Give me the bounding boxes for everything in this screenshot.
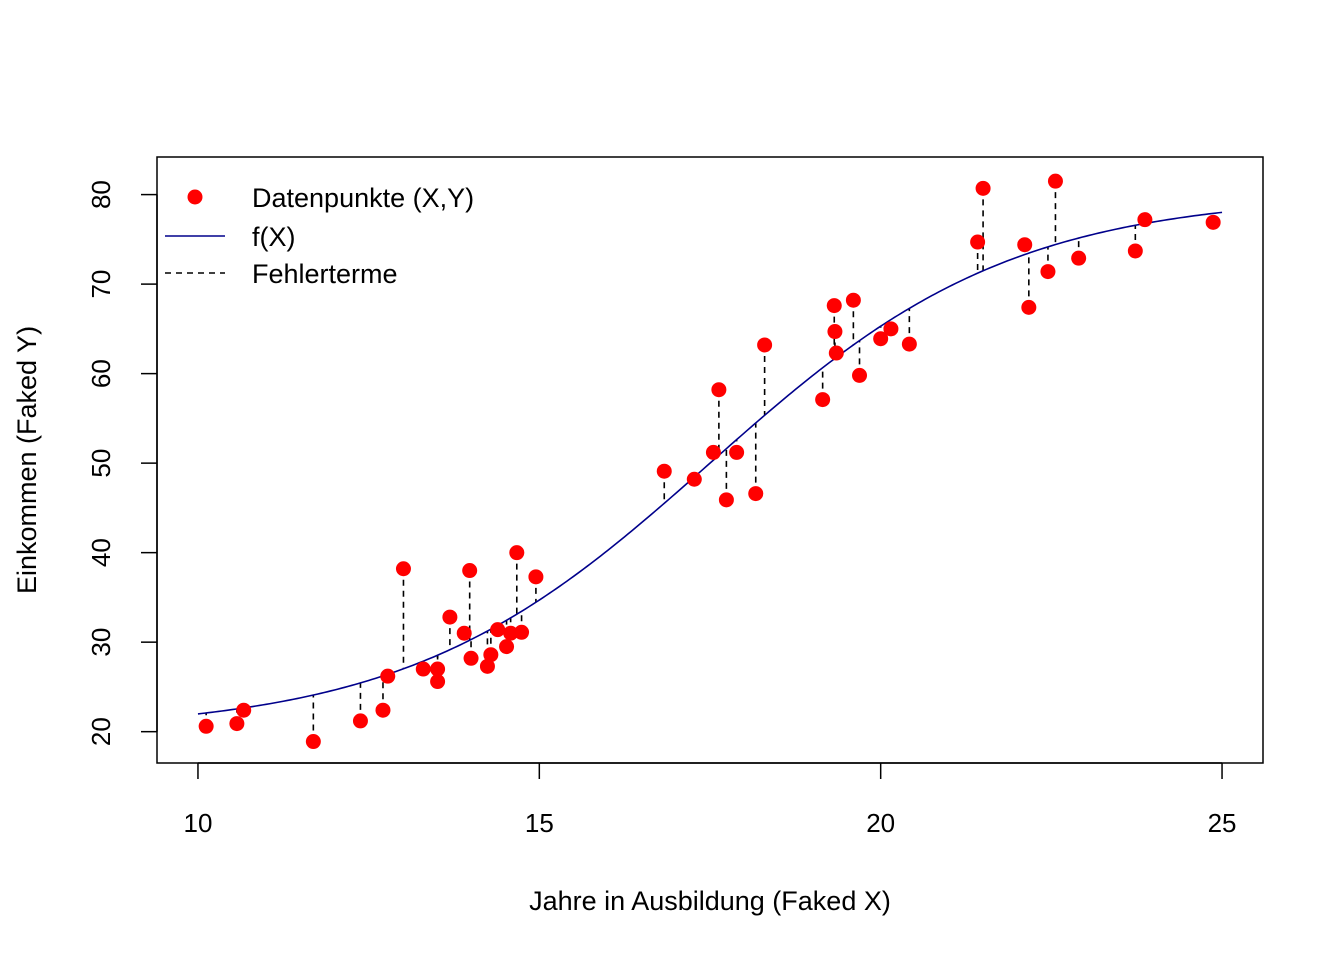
data-point <box>352 713 368 729</box>
plot-frame <box>156 156 1264 764</box>
data-point <box>463 650 479 666</box>
x-tick-label: 10 <box>184 808 213 838</box>
legend-point-key <box>187 189 203 205</box>
data-point <box>828 345 844 361</box>
legend-label: Fehlerterme <box>252 259 398 289</box>
data-point <box>873 331 889 347</box>
data-point <box>1017 237 1033 253</box>
y-tick-label: 20 <box>86 717 116 746</box>
y-tick-label: 40 <box>86 538 116 567</box>
data-point <box>528 569 544 585</box>
data-point <box>456 625 472 641</box>
data-point <box>198 718 214 734</box>
data-point <box>711 382 727 398</box>
data-point <box>852 367 868 383</box>
data-point <box>380 668 396 684</box>
data-point <box>845 292 861 308</box>
data-point <box>395 561 411 577</box>
legend-label: Datenpunkte (X,Y) <box>252 183 474 213</box>
data-point <box>757 337 773 353</box>
data-point <box>883 321 899 337</box>
data-point <box>415 661 431 677</box>
data-point <box>718 492 734 508</box>
data-point <box>229 716 245 732</box>
data-point <box>705 444 721 460</box>
fit-curve <box>197 211 1223 715</box>
data-point <box>509 545 525 561</box>
data-point <box>1137 212 1153 228</box>
data-point <box>1021 299 1037 315</box>
y-tick-label: 30 <box>86 628 116 657</box>
x-axis-title: Jahre in Ausbildung (Faked X) <box>529 886 891 916</box>
data-point <box>503 625 519 641</box>
data-point <box>375 702 391 718</box>
data-point <box>1205 214 1221 230</box>
data-point <box>442 609 458 625</box>
y-axis: 20 30 40 50 60 70 80 <box>86 180 158 746</box>
data-point <box>748 486 764 502</box>
data-point <box>430 661 446 677</box>
data-point <box>970 234 986 250</box>
x-tick-label: 20 <box>866 808 895 838</box>
data-point <box>499 639 515 655</box>
data-point <box>901 336 917 352</box>
data-point <box>490 622 506 638</box>
y-tick-label: 80 <box>86 180 116 209</box>
data-points <box>198 173 1221 750</box>
data-point <box>479 658 495 674</box>
data-point <box>815 392 831 408</box>
data-point <box>430 674 446 690</box>
data-point <box>686 471 702 487</box>
y-tick-label: 70 <box>86 270 116 299</box>
data-point <box>1071 250 1087 266</box>
x-axis: 10 15 20 25 <box>184 762 1237 838</box>
data-point <box>1127 243 1143 259</box>
data-point <box>827 324 843 340</box>
x-tick-label: 25 <box>1208 808 1237 838</box>
data-point <box>826 298 842 314</box>
legend: Datenpunkte (X,Y) f(X) Fehlerterme <box>165 183 474 289</box>
data-point <box>305 734 321 750</box>
data-point <box>975 180 991 196</box>
data-point <box>1040 264 1056 280</box>
data-point <box>656 463 672 479</box>
data-point <box>514 624 530 640</box>
data-point <box>462 563 478 579</box>
legend-label: f(X) <box>252 222 296 252</box>
y-tick-label: 50 <box>86 449 116 478</box>
data-point <box>1047 173 1063 189</box>
data-point <box>483 647 499 663</box>
y-tick-label: 60 <box>86 359 116 388</box>
x-tick-label: 15 <box>525 808 554 838</box>
data-point <box>729 444 745 460</box>
data-point <box>236 702 252 718</box>
y-axis-title: Einkommen (Faked Y) <box>12 326 42 594</box>
